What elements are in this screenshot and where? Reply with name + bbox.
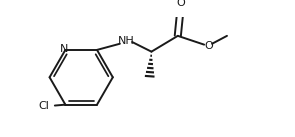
Text: Cl: Cl <box>39 101 50 111</box>
Text: O: O <box>204 41 213 51</box>
Text: NH: NH <box>118 36 134 46</box>
Text: N: N <box>60 44 69 54</box>
Text: O: O <box>176 0 185 8</box>
